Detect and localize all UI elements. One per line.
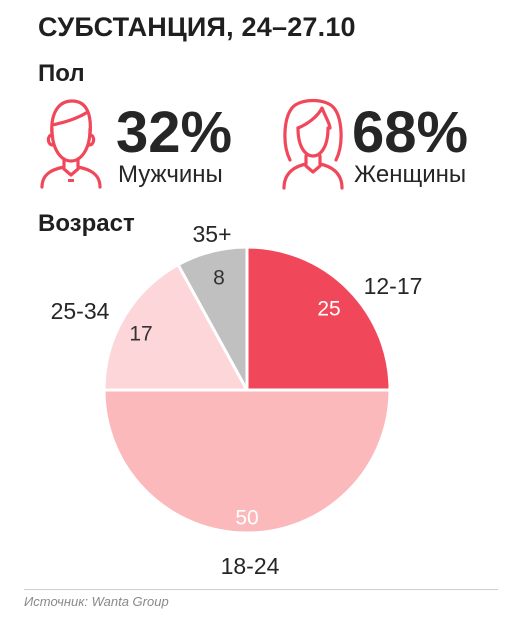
pie-value-label: 50 [235,507,258,530]
pie-slice-35-plus [176,245,249,391]
pie-value-label: 8 [213,267,225,290]
chart-title: СУБСТАНЦИЯ, 24–27.10 [38,12,356,42]
male-label: Мужчины [118,161,223,188]
age-section-label: Возраст [38,210,135,237]
female-label: Женщины [354,161,467,188]
male-person-icon [40,99,102,189]
pie-category-label: 25-34 [51,298,110,324]
female-percent: 68% [352,100,469,165]
pie-slice-12-17 [245,245,392,392]
pie-value-label: 17 [129,323,152,346]
footer-divider [24,589,498,590]
pie-category-label: 18-24 [221,553,280,579]
female-person-icon [282,98,344,190]
source-note: Источник: Wanta Group [24,594,169,609]
pie-category-label: 12-17 [364,273,423,299]
pie-category-label: 35+ [192,221,231,247]
male-percent: 32% [116,100,233,165]
pie-slice-18-24 [102,388,392,535]
pie-value-label: 25 [317,298,340,321]
gender-section-label: Пол [38,60,85,87]
pie-slice-25-34 [102,262,250,392]
